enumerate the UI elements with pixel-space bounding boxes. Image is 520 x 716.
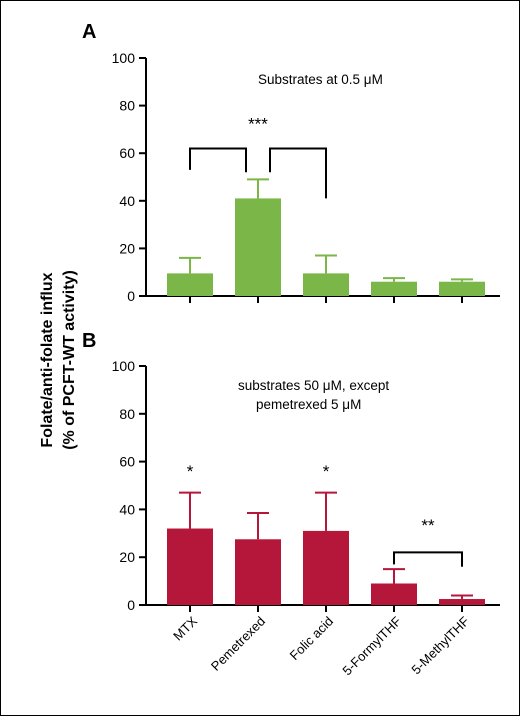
- panel-a-plot: 0 20 40 60 80 100 ***: [112, 50, 500, 304]
- x-category-label: Pemetrexed: [208, 614, 268, 674]
- y-tick-label: 80: [119, 406, 135, 422]
- significance-bracket: [269, 147, 327, 199]
- significance-label: ***: [248, 114, 268, 133]
- bar-b-1: [235, 539, 281, 605]
- y-tick-label: 40: [119, 501, 135, 517]
- x-category-label: Folic acid: [287, 614, 336, 663]
- x-category-label: 5-MethylTHF: [408, 613, 472, 677]
- bar-a-3: [371, 281, 417, 296]
- bar-a-4: [439, 281, 485, 296]
- significance-bracket: [393, 551, 463, 567]
- bar-b-4: [439, 599, 485, 605]
- bar-a-1: [235, 198, 281, 296]
- panel-b-annotation-line2: pemetrexed 5 μM: [256, 397, 361, 412]
- y-tick-label: 100: [112, 358, 136, 374]
- y-tick-label: 60: [119, 454, 135, 470]
- y-tick-label: 20: [119, 240, 135, 256]
- x-category-label: 5-FormylTHF: [339, 613, 404, 678]
- y-axis-label-line2: (% of PCFT-WT activity): [61, 270, 78, 450]
- significance-star: *: [187, 462, 194, 481]
- bar-a-2: [303, 273, 349, 296]
- y-tick-label: 60: [119, 145, 135, 161]
- panel-letter-b: B: [82, 330, 96, 352]
- bar-b-0: [167, 528, 213, 605]
- x-category-label: MTX: [170, 613, 200, 643]
- y-tick-label: 0: [127, 597, 135, 613]
- significance-bracket: [189, 147, 247, 173]
- significance-star: *: [323, 462, 330, 481]
- y-tick-label: 100: [112, 50, 136, 66]
- panel-a-annotation: Substrates at 0.5 μM: [258, 72, 383, 87]
- y-tick-label: 40: [119, 193, 135, 209]
- significance-label: **: [421, 516, 435, 535]
- category-labels: MTX Pemetrexed Folic acid 5-FormylTHF 5-Meth…: [170, 613, 472, 678]
- panel-letter-a: A: [82, 21, 96, 43]
- y-tick-label: 80: [119, 98, 135, 114]
- y-tick-label: 20: [119, 549, 135, 565]
- y-axis-label-line1: Folate/anti-folate influx: [39, 272, 56, 447]
- bar-b-3: [371, 583, 417, 605]
- panel-b-annotation-line1: substrates 50 μM, except: [238, 378, 389, 393]
- bar-b-2: [303, 530, 349, 605]
- bar-a-0: [167, 273, 213, 296]
- y-tick-label: 0: [127, 288, 135, 304]
